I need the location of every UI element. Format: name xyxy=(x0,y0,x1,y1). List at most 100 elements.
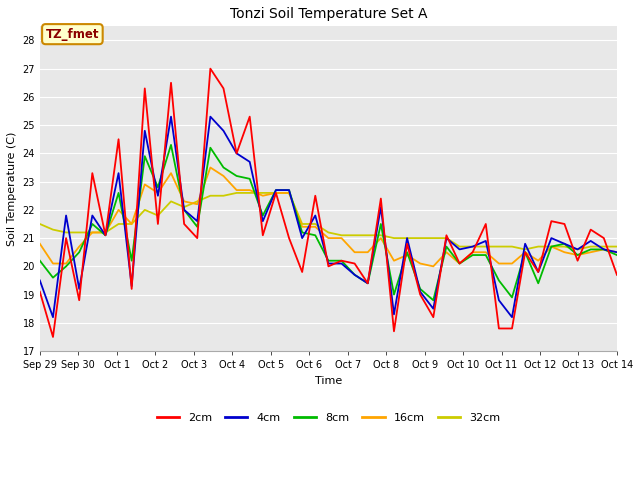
32cm xyxy=(49,227,57,232)
16cm xyxy=(246,187,253,193)
8cm xyxy=(220,165,227,170)
2cm xyxy=(115,136,122,142)
16cm xyxy=(587,249,595,255)
Line: 32cm: 32cm xyxy=(40,193,617,250)
2cm xyxy=(534,269,542,275)
32cm xyxy=(403,235,411,241)
16cm xyxy=(495,261,503,266)
Line: 8cm: 8cm xyxy=(40,145,617,300)
32cm xyxy=(573,247,581,252)
32cm xyxy=(547,244,555,250)
2cm xyxy=(482,221,490,227)
16cm xyxy=(298,224,306,230)
8cm xyxy=(403,249,411,255)
4cm xyxy=(141,128,148,133)
8cm xyxy=(312,232,319,238)
2cm xyxy=(508,325,516,331)
32cm xyxy=(351,232,358,238)
32cm xyxy=(443,235,451,241)
32cm xyxy=(587,244,595,250)
8cm xyxy=(573,252,581,258)
2cm xyxy=(547,218,555,224)
2cm xyxy=(76,297,83,303)
4cm xyxy=(403,235,411,241)
32cm xyxy=(600,244,607,250)
8cm xyxy=(272,187,280,193)
2cm xyxy=(272,190,280,196)
16cm xyxy=(364,249,372,255)
8cm xyxy=(587,247,595,252)
4cm xyxy=(246,159,253,165)
16cm xyxy=(62,261,70,266)
32cm xyxy=(508,244,516,250)
4cm xyxy=(613,249,621,255)
16cm xyxy=(193,201,201,207)
2cm xyxy=(141,85,148,91)
16cm xyxy=(233,187,241,193)
32cm xyxy=(207,193,214,199)
Y-axis label: Soil Temperature (C): Soil Temperature (C) xyxy=(7,132,17,246)
4cm xyxy=(128,283,136,289)
2cm xyxy=(443,232,451,238)
32cm xyxy=(259,190,267,196)
2cm xyxy=(495,325,503,331)
8cm xyxy=(429,297,437,303)
4cm xyxy=(587,238,595,244)
32cm xyxy=(312,221,319,227)
32cm xyxy=(141,207,148,213)
2cm xyxy=(220,85,227,91)
16cm xyxy=(351,249,358,255)
8cm xyxy=(49,275,57,280)
32cm xyxy=(338,232,346,238)
16cm xyxy=(443,249,451,255)
16cm xyxy=(312,224,319,230)
4cm xyxy=(193,218,201,224)
16cm xyxy=(128,221,136,227)
8cm xyxy=(62,264,70,269)
16cm xyxy=(154,190,162,196)
8cm xyxy=(154,184,162,190)
8cm xyxy=(246,176,253,181)
2cm xyxy=(88,170,96,176)
8cm xyxy=(115,190,122,196)
32cm xyxy=(36,221,44,227)
4cm xyxy=(547,235,555,241)
8cm xyxy=(233,173,241,179)
32cm xyxy=(246,190,253,196)
4cm xyxy=(573,247,581,252)
8cm xyxy=(128,258,136,264)
8cm xyxy=(76,249,83,255)
16cm xyxy=(561,249,568,255)
Title: Tonzi Soil Temperature Set A: Tonzi Soil Temperature Set A xyxy=(230,7,427,21)
16cm xyxy=(429,264,437,269)
32cm xyxy=(62,229,70,235)
2cm xyxy=(154,221,162,227)
4cm xyxy=(324,261,332,266)
8cm xyxy=(613,252,621,258)
8cm xyxy=(600,247,607,252)
8cm xyxy=(534,280,542,286)
32cm xyxy=(154,213,162,218)
16cm xyxy=(167,170,175,176)
32cm xyxy=(220,193,227,199)
Line: 4cm: 4cm xyxy=(40,117,617,317)
4cm xyxy=(351,272,358,278)
16cm xyxy=(102,229,109,235)
2cm xyxy=(469,249,477,255)
4cm xyxy=(364,280,372,286)
8cm xyxy=(456,261,463,266)
8cm xyxy=(351,272,358,278)
16cm xyxy=(456,261,463,266)
2cm xyxy=(351,261,358,266)
8cm xyxy=(469,252,477,258)
2cm xyxy=(207,66,214,72)
2cm xyxy=(338,258,346,264)
16cm xyxy=(259,193,267,199)
2cm xyxy=(390,328,398,334)
X-axis label: Time: Time xyxy=(315,376,342,385)
4cm xyxy=(377,204,385,210)
32cm xyxy=(522,247,529,252)
16cm xyxy=(285,190,293,196)
2cm xyxy=(259,232,267,238)
8cm xyxy=(259,213,267,218)
